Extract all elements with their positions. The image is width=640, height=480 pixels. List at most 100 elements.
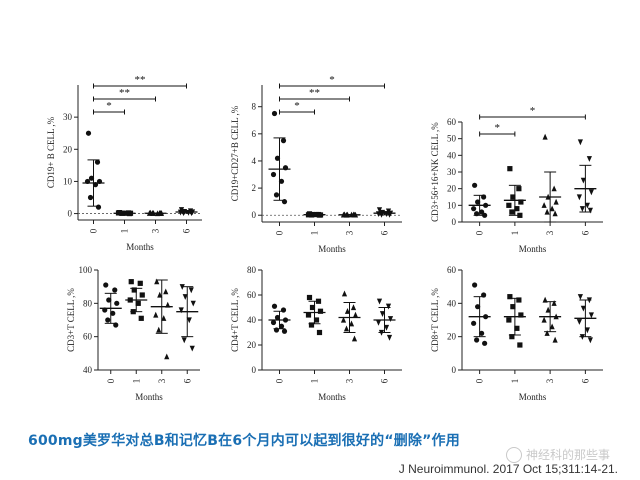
chart-panel-5: 0 20 40 60 80 0 1 3 6 Months CD4+T CELL ,% <box>230 265 402 402</box>
x-tick-label: 0 <box>275 378 285 383</box>
x-tick-label: 3 <box>345 230 355 235</box>
data-point <box>280 138 287 144</box>
data-point <box>509 209 515 215</box>
data-point <box>551 185 557 192</box>
y-tick-label: 100 <box>79 265 93 275</box>
x-axis-label: Months <box>519 392 547 402</box>
significance-label: * <box>495 122 501 134</box>
data-point <box>341 290 348 297</box>
data-point <box>161 315 167 321</box>
data-point <box>131 287 137 293</box>
data-point <box>163 288 169 295</box>
x-tick-label: 6 <box>182 378 192 383</box>
y-tick-label: 40 <box>447 298 457 308</box>
significance-label: * <box>294 100 300 112</box>
y-tick-label: 40 <box>83 365 93 375</box>
data-point <box>95 204 102 210</box>
y-tick-label: 20 <box>63 144 73 154</box>
data-point <box>128 279 134 285</box>
y-axis-label: CD3+T CELL ,% <box>66 288 76 352</box>
data-point <box>153 311 159 318</box>
x-tick-label: 0 <box>475 230 485 235</box>
y-axis-label: CD3+56+16+NK CELL ,% <box>430 122 440 222</box>
data-point <box>352 311 359 318</box>
significance-label: * <box>106 100 112 112</box>
data-point <box>88 175 95 181</box>
data-point <box>509 334 515 340</box>
significance-label: * <box>530 105 536 117</box>
x-tick-label: 0 <box>106 378 116 383</box>
y-tick-label: 0 <box>68 209 73 219</box>
data-point <box>544 330 550 336</box>
data-point <box>376 207 383 213</box>
data-point <box>387 316 394 322</box>
data-point <box>164 353 170 360</box>
data-point <box>549 323 555 330</box>
data-point <box>317 308 324 314</box>
data-point <box>308 322 315 328</box>
data-point <box>580 177 586 184</box>
data-point <box>181 337 187 344</box>
x-tick-label: 6 <box>580 230 590 235</box>
x-tick-label: 3 <box>345 378 355 383</box>
data-point <box>189 345 195 352</box>
data-point <box>544 208 550 215</box>
data-point <box>471 206 477 212</box>
data-point <box>383 324 390 331</box>
data-point <box>274 155 281 161</box>
y-axis-label: CD19+ B CELL ,% <box>46 116 56 188</box>
data-point <box>114 300 120 306</box>
data-point <box>579 206 585 212</box>
data-point <box>545 306 551 313</box>
y-tick-label: 60 <box>447 265 457 275</box>
data-point <box>271 110 278 117</box>
data-point <box>270 171 277 178</box>
y-tick-label: 60 <box>83 332 93 342</box>
data-point <box>552 210 558 217</box>
data-point <box>156 326 162 333</box>
y-tick-label: 8 <box>252 102 257 112</box>
x-tick-label: 3 <box>545 230 555 235</box>
x-axis-label: Months <box>318 392 346 402</box>
data-point <box>186 317 192 324</box>
data-point <box>475 199 481 205</box>
data-point <box>552 336 558 343</box>
data-point <box>580 305 586 312</box>
data-point <box>584 327 590 334</box>
y-tick-label: 20 <box>447 184 457 194</box>
data-point <box>190 300 196 307</box>
data-point <box>506 317 512 323</box>
data-point <box>385 303 392 310</box>
data-point <box>510 194 516 200</box>
x-tick-label: 6 <box>380 378 390 383</box>
data-point <box>351 335 358 342</box>
x-tick-label: 0 <box>275 230 285 235</box>
data-point <box>106 297 112 303</box>
data-point <box>507 166 513 172</box>
data-point <box>479 209 485 215</box>
data-point <box>112 287 118 293</box>
data-point <box>518 312 524 318</box>
x-axis-label: Months <box>126 242 154 252</box>
x-tick-label: 1 <box>510 231 520 236</box>
x-tick-label: 3 <box>545 378 555 383</box>
data-point <box>94 159 101 165</box>
x-axis-label: Months <box>519 244 547 254</box>
y-tick-label: 60 <box>447 117 457 127</box>
citation: J Neuroimmunol. 2017 Oct 15;311:14-21. <box>398 462 618 476</box>
data-point <box>517 342 523 348</box>
data-point <box>475 304 481 310</box>
data-point <box>280 307 287 313</box>
data-point <box>587 337 593 344</box>
data-point <box>588 189 594 196</box>
y-tick-label: 40 <box>247 315 257 325</box>
watermark-text: 神经科的那些事 <box>525 448 610 462</box>
data-point <box>178 307 184 314</box>
data-point <box>514 325 520 331</box>
data-point <box>110 310 116 316</box>
data-point <box>553 198 559 205</box>
data-point <box>588 312 594 319</box>
x-tick-label: 1 <box>310 379 320 384</box>
y-tick-label: 60 <box>247 290 257 300</box>
significance-label: ** <box>135 74 146 86</box>
